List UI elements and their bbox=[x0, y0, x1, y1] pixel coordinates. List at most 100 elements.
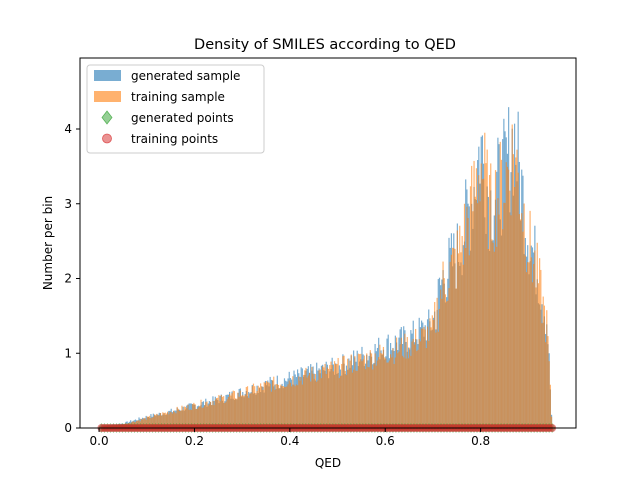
histogram-bar bbox=[435, 332, 437, 428]
plot-frame bbox=[79, 57, 577, 429]
histogram-bar bbox=[349, 360, 351, 428]
histogram-bar bbox=[344, 370, 346, 428]
y-tick-label: 4 bbox=[64, 122, 72, 136]
histogram-bar bbox=[434, 302, 436, 428]
legend-swatch-training-sample bbox=[94, 91, 121, 102]
histogram-bar bbox=[176, 406, 178, 428]
histogram-bar bbox=[230, 395, 232, 428]
histogram-bar bbox=[366, 353, 368, 428]
histogram-bar bbox=[456, 230, 458, 428]
histogram-bar bbox=[472, 211, 474, 428]
histogram-bar bbox=[198, 407, 200, 428]
histogram-bar bbox=[547, 336, 549, 428]
histogram-bar bbox=[394, 357, 396, 428]
histogram-bar bbox=[518, 214, 520, 428]
histogram-bar bbox=[343, 355, 345, 428]
histogram-bar bbox=[304, 370, 306, 428]
histogram-bar bbox=[471, 165, 473, 428]
histogram-bar bbox=[306, 377, 308, 428]
histogram-bar bbox=[274, 389, 276, 428]
histogram-bar bbox=[386, 362, 388, 428]
histogram-bar bbox=[511, 124, 513, 428]
histogram-bar bbox=[376, 360, 379, 428]
histogram-bar bbox=[285, 386, 287, 428]
histogram-bar bbox=[236, 398, 238, 428]
legend-frame bbox=[86, 64, 265, 154]
histogram-bar bbox=[182, 410, 184, 428]
histogram-bar bbox=[421, 328, 423, 428]
histogram-bar bbox=[232, 390, 234, 428]
histogram-bar bbox=[336, 364, 338, 428]
histogram-bar bbox=[542, 296, 544, 428]
histogram-bar bbox=[183, 406, 185, 428]
x-tick-label: 0.4 bbox=[280, 434, 299, 448]
histogram-bar bbox=[381, 353, 383, 428]
histogram-bar bbox=[519, 219, 522, 428]
histogram-bar bbox=[151, 417, 153, 428]
y-tick-label: 3 bbox=[64, 197, 72, 211]
histogram-bar bbox=[454, 248, 456, 428]
histogram-bar bbox=[452, 247, 454, 428]
histogram-bar bbox=[189, 409, 191, 428]
histogram-bar bbox=[262, 390, 264, 428]
histogram-bar bbox=[463, 203, 466, 428]
histogram-bar bbox=[397, 353, 399, 428]
histogram-bar bbox=[467, 217, 469, 428]
histogram-bar bbox=[342, 356, 344, 428]
histogram-bar bbox=[319, 369, 321, 428]
histogram-bar bbox=[356, 370, 358, 428]
histogram-bar bbox=[223, 396, 225, 428]
histogram-bar bbox=[195, 409, 197, 428]
histogram-bar bbox=[226, 399, 228, 428]
histogram-bar bbox=[221, 396, 224, 428]
histogram-bar bbox=[483, 178, 485, 428]
histogram-bar bbox=[524, 255, 526, 428]
legend-swatch-generated-sample bbox=[94, 70, 121, 81]
histogram-bar bbox=[347, 358, 349, 428]
histogram-bar bbox=[224, 403, 226, 428]
histogram-bar bbox=[277, 384, 280, 428]
histogram-bar bbox=[204, 405, 206, 428]
histogram-bar bbox=[341, 363, 343, 428]
histogram-bar bbox=[466, 206, 468, 428]
histogram-bar bbox=[474, 196, 476, 428]
histogram-bar bbox=[540, 269, 542, 428]
legend-marker-generated-points bbox=[101, 110, 113, 125]
histogram-bar bbox=[263, 382, 265, 428]
histogram-bar bbox=[174, 412, 176, 428]
y-tick-label: 0 bbox=[64, 421, 72, 435]
histogram-bar bbox=[328, 368, 330, 428]
histogram-bar bbox=[233, 391, 235, 428]
histogram-bar bbox=[533, 263, 535, 428]
histogram-bar bbox=[517, 172, 519, 428]
histogram-bar bbox=[158, 415, 160, 428]
histogram-bar bbox=[453, 247, 455, 428]
histogram-bar bbox=[206, 401, 208, 428]
histogram-bar bbox=[494, 170, 497, 428]
histogram-bar bbox=[480, 163, 482, 428]
histogram-bar bbox=[168, 414, 170, 428]
histogram-bar bbox=[468, 255, 470, 428]
histogram-bar bbox=[225, 401, 227, 428]
histogram-bar bbox=[294, 386, 296, 428]
histogram-bar bbox=[289, 382, 292, 428]
legend-label-generated-sample: generated sample bbox=[131, 69, 240, 83]
histogram-bar bbox=[350, 354, 352, 428]
histogram-bar bbox=[400, 337, 402, 428]
histogram-bar bbox=[155, 414, 157, 428]
histogram-bar bbox=[144, 417, 146, 428]
histogram-bar bbox=[431, 315, 433, 428]
histogram-bar bbox=[437, 331, 439, 428]
histogram-bar bbox=[469, 186, 472, 428]
histogram-bar bbox=[416, 351, 418, 428]
histogram-bar bbox=[345, 375, 348, 428]
histogram-bar bbox=[156, 413, 158, 428]
histogram-bar bbox=[543, 305, 545, 428]
histogram-bar bbox=[392, 348, 394, 428]
histogram-bar bbox=[500, 159, 503, 428]
histogram-bar bbox=[338, 378, 340, 428]
histogram-bar bbox=[370, 353, 373, 428]
histogram-bar bbox=[279, 388, 281, 428]
histogram-bar bbox=[545, 342, 547, 428]
histogram-bar bbox=[287, 384, 289, 428]
